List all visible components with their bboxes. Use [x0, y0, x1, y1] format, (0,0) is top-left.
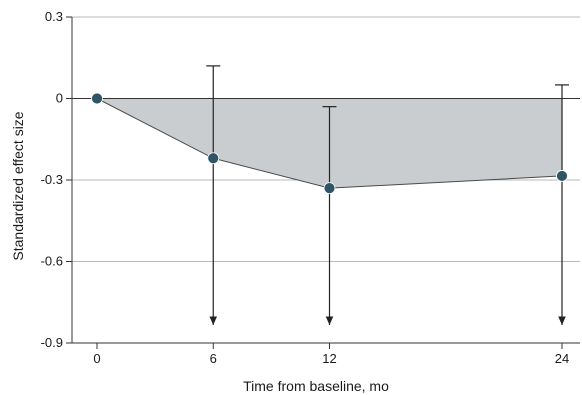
y-axis-title: Standardized effect size [10, 111, 26, 260]
x-tick-label-3: 24 [555, 351, 569, 366]
data-point-2 [323, 182, 336, 195]
series-line [96, 98, 563, 189]
label-layer: 0.3 0 -0.3 -0.6 -0.9 0 6 12 24 [41, 9, 570, 366]
area-layer [72, 98, 580, 189]
x-tick-label-0: 0 [93, 351, 100, 366]
y-tick-label-2: -0.3 [41, 172, 63, 187]
y-tick-label-4: -0.9 [41, 335, 63, 350]
y-tick-label-0: 0.3 [45, 9, 63, 24]
x-axis-title: Time from baseline, mo [243, 378, 389, 394]
y-tick-label-1: 0 [56, 91, 63, 106]
x-tick-label-1: 6 [210, 351, 217, 366]
data-point-3 [556, 170, 568, 182]
ci-layer [206, 65, 569, 325]
line-layer [96, 98, 563, 189]
data-point-0 [91, 92, 103, 105]
point-layer [91, 92, 568, 195]
y-tick-label-3: -0.6 [41, 254, 63, 269]
axis-layer [66, 16, 580, 349]
x-tick-label-2: 12 [322, 351, 336, 366]
data-point-1 [207, 152, 220, 165]
